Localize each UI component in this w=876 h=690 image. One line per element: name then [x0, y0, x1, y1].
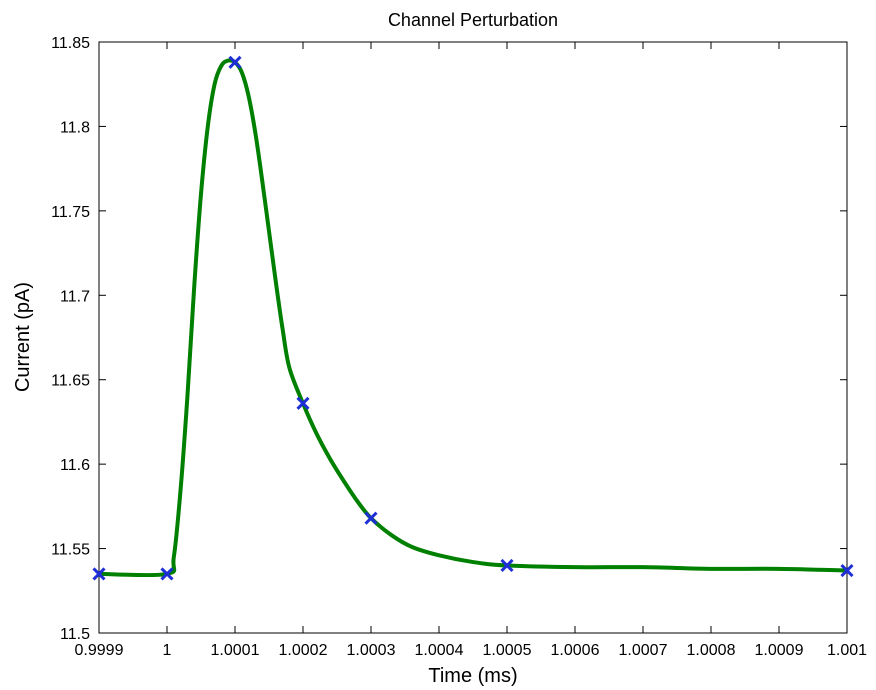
y-tick-label: 11.7: [60, 288, 90, 305]
y-tick-label: 11.6: [60, 457, 90, 474]
x-tick-label: 1.001: [827, 642, 867, 659]
data-point-marker: [228, 55, 242, 69]
chart-title: Channel Perturbation: [388, 10, 558, 30]
y-tick-label: 11.55: [51, 542, 90, 559]
data-point-marker: [364, 511, 378, 525]
x-tick-label: 1.0004: [415, 642, 464, 659]
data-point-marker: [160, 567, 174, 581]
x-tick-label: 1.0005: [483, 642, 532, 659]
y-axis-ticks: 11.5 11.55 11.6 11.65 11.7 11.75 11.8 11.85: [51, 35, 847, 643]
marker-layer: [92, 55, 854, 581]
x-tick-label: 1.0002: [279, 642, 328, 659]
y-tick-label: 11.65: [51, 373, 90, 390]
data-point-marker: [500, 558, 514, 573]
x-axis-ticks: 0.9999 1 1.0001 1.0002 1.0003 1.0004 1.0005 1.0…: [75, 42, 867, 659]
series-layer: [97, 58, 849, 578]
x-tick-label: 1.0007: [619, 642, 668, 659]
data-point-marker: [296, 396, 310, 410]
y-axis-title: Current (pA): [12, 282, 34, 392]
data-point-marker: [92, 567, 106, 581]
data-point-marker: [840, 563, 854, 578]
x-tick-label: 1.0003: [347, 642, 396, 659]
plot-area: [98, 41, 848, 634]
x-tick-label: 1: [163, 642, 172, 659]
x-axis-title: Time (ms): [428, 665, 517, 687]
x-tick-label: 1.0006: [551, 642, 600, 659]
series-line: [97, 58, 849, 578]
y-tick-label: 11.8: [60, 119, 90, 136]
y-tick-label: 11.85: [51, 35, 90, 52]
x-tick-label: 0.9999: [75, 642, 124, 659]
y-tick-label: 11.75: [51, 204, 90, 221]
x-tick-label: 1.0001: [211, 642, 260, 659]
x-tick-label: 1.0009: [755, 642, 804, 659]
y-tick-label: 11.5: [60, 626, 90, 643]
x-tick-label: 1.0008: [687, 642, 736, 659]
